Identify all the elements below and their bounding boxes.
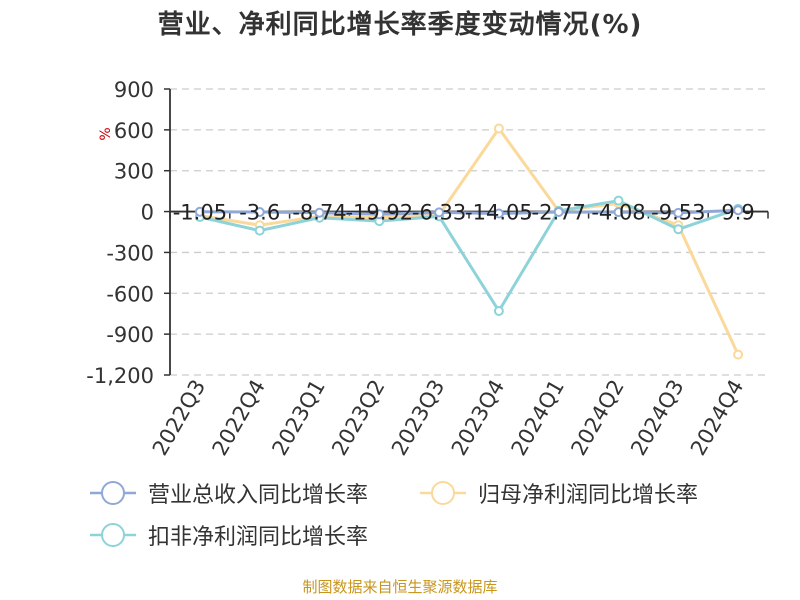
legend-netprofit-icon [420, 481, 466, 505]
y-tick-label: 600 [114, 119, 154, 143]
data-point [493, 123, 504, 134]
y-tick-label: -1,200 [86, 364, 154, 388]
data-label: -19.92 [345, 201, 413, 225]
y-tick-label: -300 [106, 241, 154, 265]
y-tick-label: 0 [141, 201, 154, 225]
chart-title: 营业、净利同比增长率季度变动情况(%) [157, 10, 643, 40]
data-label: -3.6 [239, 201, 280, 225]
data-point [314, 207, 325, 218]
legend-deducted-icon [90, 523, 136, 547]
data-point [254, 225, 265, 236]
data-label: -6.33 [412, 201, 466, 225]
series-line [199, 208, 739, 216]
legend-label-netprofit: 归母净利润同比增长率 [478, 483, 699, 508]
y-tick-label: -900 [106, 323, 154, 347]
x-tick-label: 2023Q2 [327, 376, 389, 460]
data-label: -8.74 [292, 201, 346, 225]
data-point [374, 209, 385, 220]
series-line [199, 199, 739, 313]
legend-item-deducted[interactable]: 扣非净利润同比增长率 [88, 518, 368, 552]
legend-label-deducted: 扣非净利润同比增长率 [148, 525, 369, 550]
data-point [733, 349, 744, 360]
series-line [199, 126, 740, 356]
legend-revenue-icon [90, 481, 136, 505]
y-tick-label: -600 [106, 282, 154, 306]
data-label: 9.9 [721, 201, 754, 225]
x-tick-label: 2024Q3 [626, 376, 688, 460]
x-tick-label: 2023Q1 [267, 376, 329, 460]
x-tick-label: 2023Q4 [447, 376, 509, 460]
data-point [553, 206, 564, 217]
x-tick-label: 2023Q3 [387, 375, 449, 459]
data-point [493, 305, 504, 316]
data-point [673, 207, 684, 218]
legend-item-netprofit[interactable]: 归母净利润同比增长率 [418, 476, 698, 510]
source-note: 制图数据来自恒生聚源数据库 [302, 578, 498, 596]
y-tick-label: 900 [114, 78, 154, 102]
data-label: -1.05 [173, 201, 227, 225]
data-point [493, 208, 504, 219]
data-label: -2.77 [532, 201, 586, 225]
data-label: -9.53 [651, 201, 705, 225]
x-tick-label: 2022Q4 [208, 376, 270, 460]
x-tick-label: 2024Q4 [686, 376, 748, 460]
y-tick-label: 300 [114, 160, 154, 184]
data-point [613, 195, 624, 206]
data-point [613, 207, 624, 218]
data-label: -14.05 [465, 201, 533, 225]
data-point [673, 224, 684, 235]
x-tick-label: 2024Q1 [507, 376, 569, 460]
x-tick-label: 2022Q3 [148, 376, 210, 460]
legend-label-revenue: 营业总收入同比增长率 [148, 483, 369, 508]
x-tick-label: 2024Q2 [566, 376, 628, 460]
y-axis-unit: % [98, 127, 114, 140]
legend-item-revenue[interactable]: 营业总收入同比增长率 [88, 476, 368, 510]
data-point [434, 207, 445, 218]
data-point [733, 205, 744, 216]
data-point [194, 206, 205, 217]
data-point [254, 207, 265, 218]
data-label: -4.08 [591, 201, 645, 225]
